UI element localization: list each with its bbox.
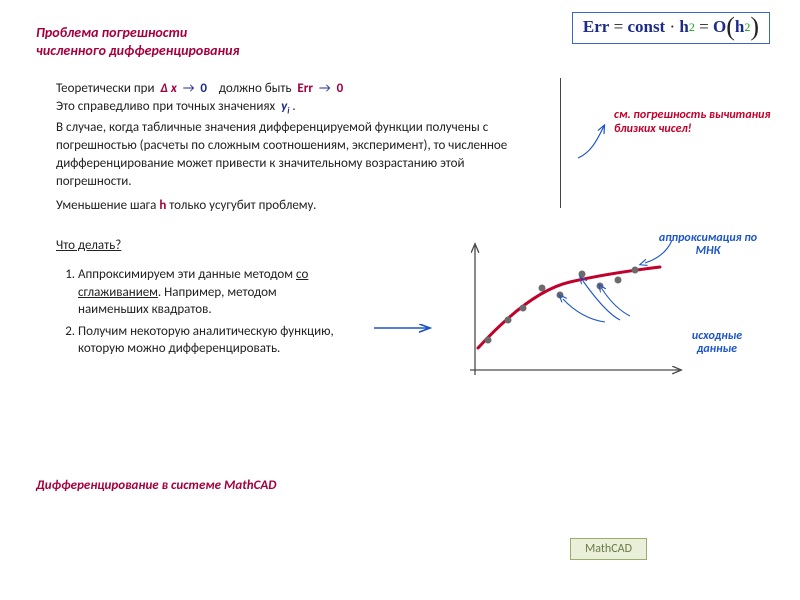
arrow1: → bbox=[183, 81, 195, 96]
chart-point bbox=[579, 271, 586, 278]
step-h: h bbox=[159, 198, 166, 213]
para-line1a: Теоретически при bbox=[56, 81, 154, 96]
yi: yi bbox=[281, 99, 289, 114]
para-line4b: только усугубит проблему. bbox=[169, 198, 316, 213]
list-item: Аппроксимируем эти данные методом со сгл… bbox=[78, 266, 336, 319]
chart-point bbox=[597, 283, 604, 290]
err-label: Err bbox=[583, 17, 609, 37]
question-heading: Что делать? bbox=[56, 238, 121, 253]
chart-approx-label: аппроксимация по МНК bbox=[658, 232, 758, 258]
para-line3: В случае, когда табличные значения диффе… bbox=[56, 119, 536, 192]
chart-point bbox=[632, 267, 639, 274]
para-line4a: Уменьшение шага bbox=[56, 198, 156, 213]
chart-point bbox=[615, 277, 622, 284]
h-label2: h bbox=[735, 17, 744, 37]
mathcad-heading: Дифференцирование в системе MathCAD bbox=[36, 478, 286, 494]
o-label: O bbox=[713, 17, 726, 37]
zero2: 0 bbox=[337, 81, 344, 96]
chart-point bbox=[485, 337, 492, 344]
para-line2a: Это справедливо при точных значениях bbox=[56, 99, 275, 114]
chart-point bbox=[557, 292, 564, 299]
chart-point bbox=[505, 317, 512, 324]
middle-arrow bbox=[372, 318, 442, 338]
title-line1: Проблема погрешности bbox=[36, 24, 187, 41]
chart-caller bbox=[602, 289, 630, 316]
para-line2b: . bbox=[292, 99, 295, 114]
chart-caller bbox=[563, 299, 605, 322]
para-divider bbox=[560, 78, 561, 208]
list-item: Получим некоторую аналитическую функцию,… bbox=[78, 323, 336, 358]
chart-point bbox=[520, 305, 527, 312]
steps-list: Аппроксимируем эти данные методом со сгл… bbox=[56, 266, 336, 362]
main-paragraph: Теоретически при Δ x → 0 должно быть Err… bbox=[56, 80, 536, 216]
chart-point bbox=[539, 285, 546, 292]
page-title: Проблема погрешности численного дифферен… bbox=[36, 24, 239, 59]
side-note: см. погрешность вычитания близких чисел! bbox=[614, 108, 774, 137]
mathcad-button[interactable]: MathCAD bbox=[570, 538, 647, 560]
const-label: const bbox=[627, 17, 665, 37]
err-red: Err bbox=[297, 81, 313, 96]
arrow2: → bbox=[319, 81, 331, 96]
title-line2: численного дифференцирования bbox=[36, 42, 239, 59]
zero1: 0 bbox=[200, 81, 207, 96]
error-formula-box: Err = const · h 2 = O ( h 2 ) bbox=[572, 12, 770, 44]
note-hook-arrow bbox=[574, 118, 614, 168]
delta-x: Δ x bbox=[160, 81, 176, 96]
approximation-chart bbox=[460, 240, 720, 400]
h-label: h bbox=[679, 17, 688, 37]
para-line1b: должно быть bbox=[219, 81, 292, 96]
chart-src-label: исходные данные bbox=[682, 330, 752, 356]
